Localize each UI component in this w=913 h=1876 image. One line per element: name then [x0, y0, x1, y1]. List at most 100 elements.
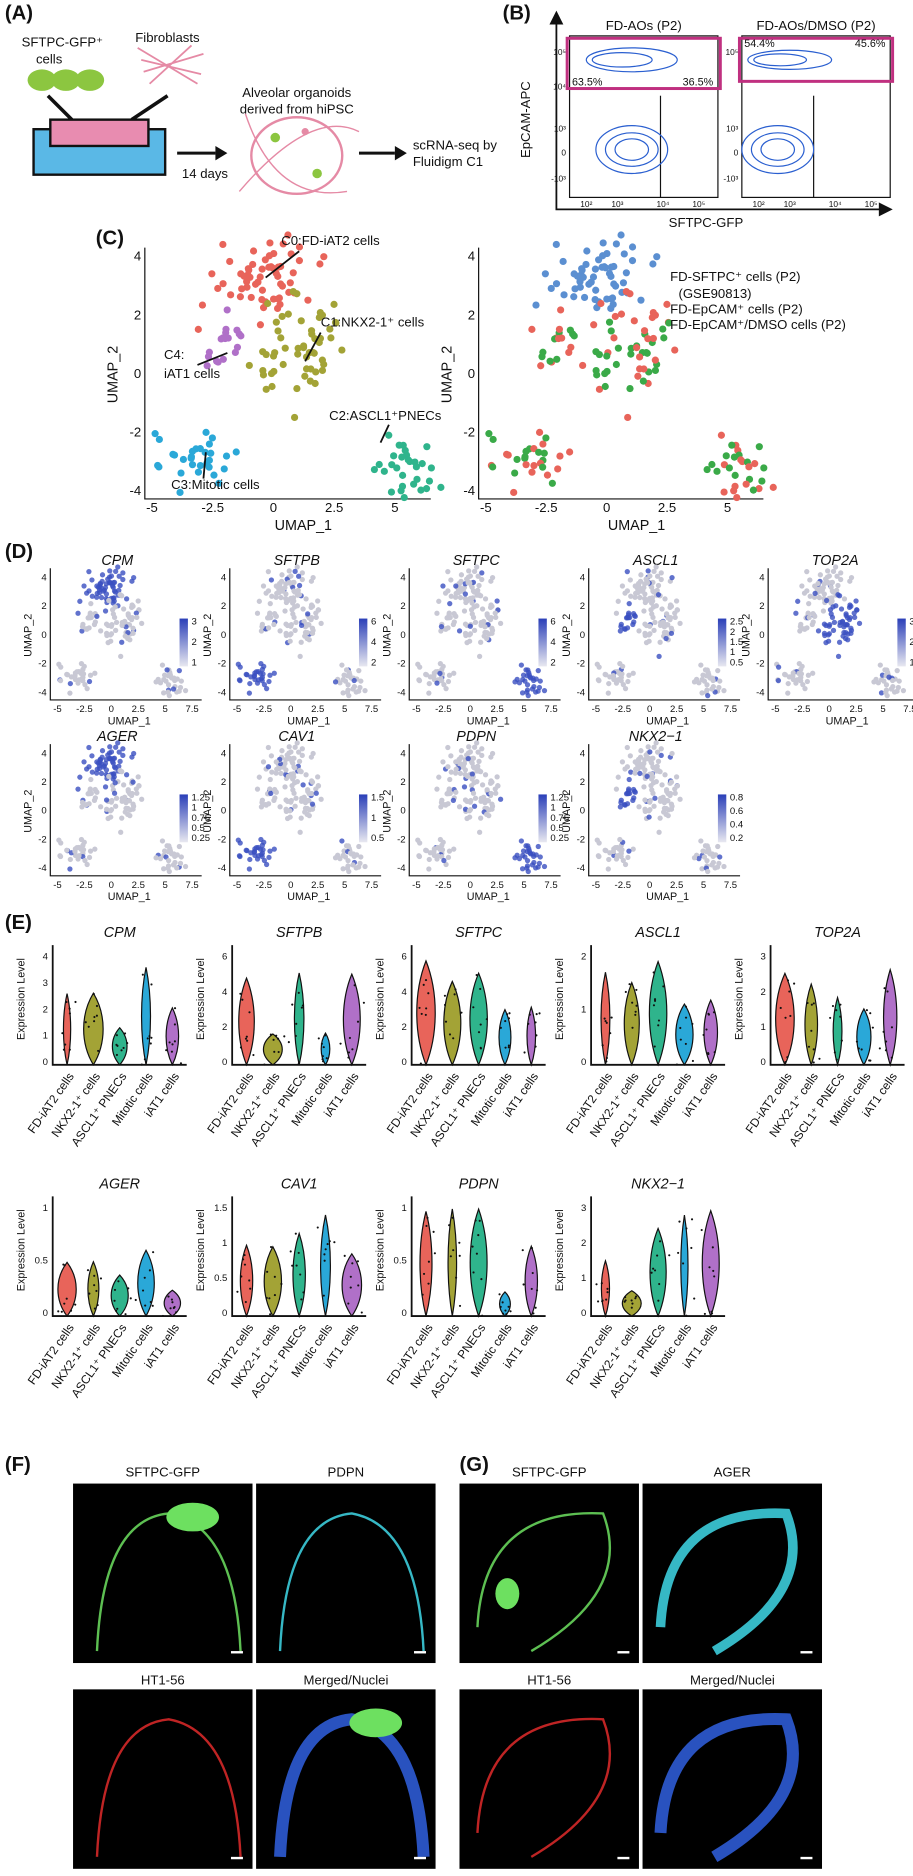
cell-point: [632, 594, 638, 600]
tick-label: 2: [759, 601, 764, 612]
cell-point: [134, 790, 140, 796]
cell-dot: [170, 1298, 173, 1301]
cell-point: [292, 604, 298, 610]
cell-dot: [449, 1255, 452, 1258]
cell-point: [177, 469, 185, 477]
cell-point: [469, 600, 475, 606]
cell-point: [117, 592, 123, 598]
cell-point: [605, 690, 611, 696]
cell-dot: [347, 1056, 350, 1059]
cell-point: [530, 461, 538, 470]
violin: [469, 1207, 488, 1318]
cell-point: [111, 764, 118, 770]
cell-point: [471, 604, 477, 610]
cell-point: [165, 682, 172, 688]
cell-dot: [339, 1042, 342, 1045]
tick-label: 1: [760, 1022, 765, 1033]
cell-point: [627, 614, 633, 621]
cell-point: [617, 661, 623, 667]
tick-label: 2: [400, 777, 405, 788]
cell-point: [647, 749, 653, 755]
cell-point: [605, 866, 611, 872]
axis-line: [408, 744, 561, 877]
cell-point: [256, 774, 262, 780]
cell-point: [620, 250, 628, 258]
tick-label: 0: [760, 1057, 765, 1068]
cell-point: [871, 679, 877, 685]
cell-point: [626, 776, 632, 783]
cell-dot: [788, 990, 791, 993]
cell-point: [853, 598, 859, 604]
cell-point: [663, 611, 670, 617]
tick-label: -4: [38, 687, 47, 698]
cell-dot: [248, 1279, 251, 1282]
cell-point: [591, 265, 599, 273]
cell-dot: [300, 1006, 303, 1009]
tick-label: 0: [400, 806, 405, 817]
cell-point: [309, 779, 316, 785]
cell-point: [82, 857, 88, 864]
tick-label: 6: [402, 952, 407, 963]
cell-point: [263, 685, 270, 692]
cell-point: [107, 568, 113, 574]
axis-title: UMAP_2: [561, 614, 573, 657]
tick-label: 0: [222, 1057, 227, 1068]
tick-label: 4: [402, 987, 408, 998]
cell-point: [489, 806, 495, 812]
cell-point: [236, 293, 244, 301]
cell-point: [445, 678, 452, 685]
cell-dot: [275, 1034, 278, 1037]
axis-title: Expression Level: [733, 958, 745, 1040]
cell-point: [346, 692, 352, 699]
cell-point: [448, 753, 454, 759]
cell-point: [287, 632, 293, 638]
cell-point: [445, 854, 452, 861]
scale-bar: [230, 1856, 243, 1860]
cell-point: [713, 467, 721, 475]
scale-bar: [617, 1651, 630, 1654]
cell-dot: [74, 1303, 77, 1306]
cell-point: [194, 468, 203, 476]
cell-point: [552, 240, 560, 249]
cell-point: [503, 450, 511, 458]
axis-title: Expression Level: [195, 958, 207, 1040]
tick-label: 10²: [753, 199, 765, 209]
cell-point: [287, 638, 293, 644]
cell-point: [279, 360, 287, 369]
cell-point: [673, 598, 680, 604]
cell-point: [243, 847, 249, 853]
cell-point: [170, 862, 177, 868]
cell-dot: [600, 1282, 603, 1285]
scale-tick: 6: [371, 617, 376, 628]
cell-point: [87, 672, 94, 678]
axis-line: [231, 1196, 367, 1317]
cell-point: [271, 797, 277, 804]
cell-point: [716, 684, 722, 691]
cell-point: [751, 460, 759, 468]
cell-point: [615, 598, 621, 604]
cell-point: [805, 610, 811, 616]
cell-point: [483, 811, 490, 818]
gene-title: PDPN: [459, 1176, 499, 1192]
cell-point: [116, 573, 122, 579]
tick-label: 4: [134, 249, 141, 264]
cell-point: [663, 787, 670, 793]
cell-point: [655, 582, 662, 589]
cell-dot: [624, 1296, 627, 1299]
cell-point: [677, 796, 683, 802]
cell-point: [630, 797, 636, 804]
tick-label: -2.5: [794, 704, 810, 715]
cell-point: [350, 862, 356, 868]
tick-label: 6: [222, 952, 227, 963]
cell-point: [830, 604, 836, 610]
cell-point: [157, 680, 164, 686]
cell-dot: [144, 1304, 147, 1307]
tick-label: -4: [463, 483, 475, 498]
cell-point: [624, 568, 630, 575]
cell-point: [671, 346, 679, 354]
cell-point: [79, 628, 85, 634]
cell-dot: [115, 1053, 118, 1057]
cell-point: [292, 780, 298, 786]
cell-point: [423, 443, 431, 451]
cell-point: [537, 678, 543, 684]
